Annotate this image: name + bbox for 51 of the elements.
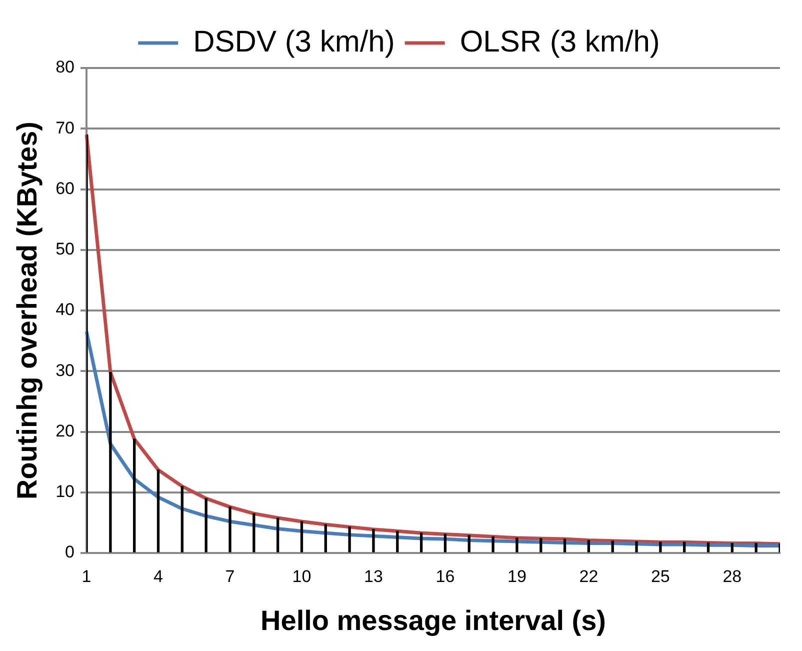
bar xyxy=(252,513,256,552)
bar xyxy=(228,506,232,552)
bar xyxy=(444,534,447,552)
bar xyxy=(730,542,734,552)
y-tick-label: 70 xyxy=(56,118,75,138)
y-tick-label: 30 xyxy=(56,360,75,380)
bar xyxy=(540,538,542,552)
y-tick-label: 80 xyxy=(56,58,75,77)
bar xyxy=(468,535,470,552)
bar xyxy=(563,538,566,552)
bar xyxy=(109,372,112,552)
bar xyxy=(348,526,351,552)
bar xyxy=(492,536,494,552)
x-tick-label: 25 xyxy=(650,566,670,586)
x-tick-label: 13 xyxy=(364,566,383,586)
x-tick-label: 16 xyxy=(436,566,455,586)
x-tick-label: 19 xyxy=(507,566,526,586)
y-axis-title: Routinhg overhead (KBytes) xyxy=(12,121,43,500)
y-tick-label: 20 xyxy=(56,421,75,440)
bar xyxy=(372,529,375,552)
bar xyxy=(683,542,686,552)
x-tick-label: 10 xyxy=(292,566,312,586)
x-tick-label: 7 xyxy=(225,566,235,586)
y-tick-label: 0 xyxy=(65,542,75,562)
bar xyxy=(706,542,710,552)
bar xyxy=(396,530,399,552)
bar xyxy=(156,470,160,552)
bar xyxy=(635,541,638,552)
bar xyxy=(611,540,614,552)
bar xyxy=(276,518,280,552)
x-axis-title: Hello message interval (s) xyxy=(260,604,606,636)
bar xyxy=(204,498,208,552)
legend-label: DSDV (3 km/h) xyxy=(193,25,395,58)
y-tick-label: 40 xyxy=(56,300,75,320)
y-tick-label: 10 xyxy=(56,482,75,502)
bar xyxy=(587,540,590,552)
x-tick-label: 1 xyxy=(82,566,92,586)
bar xyxy=(133,438,136,552)
legend-label: OLSR (3 km/h) xyxy=(460,25,660,58)
bar xyxy=(324,524,327,552)
x-tick-label: 22 xyxy=(579,566,598,586)
y-tick-label: 60 xyxy=(56,178,75,198)
x-tick-label: 4 xyxy=(154,566,163,586)
bar xyxy=(300,521,304,552)
y-tick-label: 50 xyxy=(56,240,75,259)
bar xyxy=(754,542,758,552)
bar xyxy=(516,538,518,552)
bar xyxy=(420,532,423,552)
bar xyxy=(180,486,184,552)
x-tick-label: 28 xyxy=(722,566,742,586)
bar xyxy=(659,542,662,552)
